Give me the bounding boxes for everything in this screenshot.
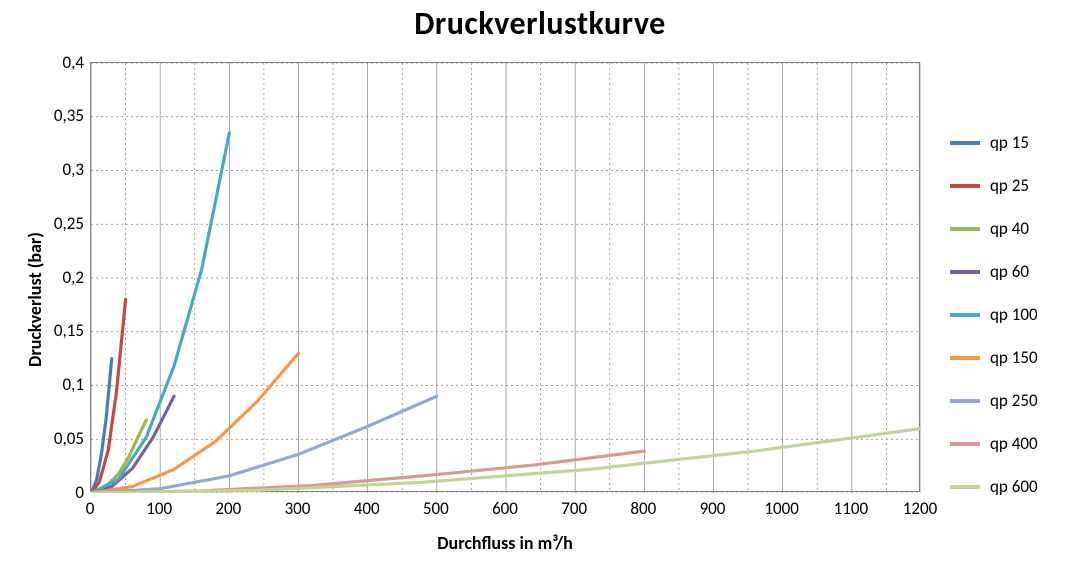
y-tick-label: 0,25 [34, 213, 84, 234]
x-tick-label: 300 [268, 498, 328, 519]
legend-swatch [950, 485, 980, 489]
y-tick-label: 0,35 [34, 105, 84, 126]
y-tick-label: 0,05 [34, 428, 84, 449]
legend-label: qp 60 [990, 261, 1029, 282]
legend-item: qp 150 [950, 347, 1038, 368]
legend-swatch [950, 313, 980, 317]
x-tick-label: 500 [406, 498, 466, 519]
legend-label: qp 250 [990, 390, 1038, 411]
x-tick-label: 900 [683, 498, 743, 519]
y-tick-label: 0,1 [34, 374, 84, 395]
legend-swatch [950, 442, 980, 446]
legend-swatch [950, 227, 980, 231]
x-axis-label: Durchfluss in m³/h [90, 532, 920, 554]
chart-container: Druckverlustkurve Druckverlust (bar) Dur… [0, 0, 1080, 581]
legend-item: qp 15 [950, 132, 1038, 153]
x-tick-label: 700 [544, 498, 604, 519]
legend-swatch [950, 141, 980, 145]
y-tick-label: 0,4 [34, 52, 84, 73]
legend-item: qp 40 [950, 218, 1038, 239]
x-tick-label: 400 [337, 498, 397, 519]
legend-item: qp 25 [950, 175, 1038, 196]
x-tick-label: 200 [198, 498, 258, 519]
x-tick-label: 600 [475, 498, 535, 519]
plot-svg [91, 63, 921, 493]
y-axis-label: Druckverlust (bar) [24, 232, 46, 367]
legend-label: qp 25 [990, 175, 1029, 196]
y-tick-label: 0,2 [34, 267, 84, 288]
legend-swatch [950, 270, 980, 274]
legend-label: qp 400 [990, 433, 1038, 454]
legend-item: qp 400 [950, 433, 1038, 454]
legend-item: qp 60 [950, 261, 1038, 282]
legend-item: qp 100 [950, 304, 1038, 325]
plot-area [90, 62, 920, 492]
legend-label: qp 600 [990, 476, 1038, 497]
legend-label: qp 15 [990, 132, 1029, 153]
chart-title: Druckverlustkurve [0, 4, 1080, 43]
legend-item: qp 600 [950, 476, 1038, 497]
legend-label: qp 150 [990, 347, 1038, 368]
x-tick-label: 0 [60, 498, 120, 519]
y-tick-label: 0,15 [34, 320, 84, 341]
x-tick-label: 1200 [890, 498, 950, 519]
legend-label: qp 100 [990, 304, 1038, 325]
x-tick-label: 800 [613, 498, 673, 519]
legend-swatch [950, 356, 980, 360]
legend-label: qp 40 [990, 218, 1029, 239]
legend-item: qp 250 [950, 390, 1038, 411]
legend: qp 15 qp 25 qp 40 qp 60 qp 100 qp 150 qp 250 qp… [950, 132, 1038, 519]
legend-swatch [950, 399, 980, 403]
x-tick-label: 1100 [821, 498, 881, 519]
y-tick-label: 0,3 [34, 159, 84, 180]
x-tick-label: 1000 [752, 498, 812, 519]
x-tick-label: 100 [129, 498, 189, 519]
legend-swatch [950, 184, 980, 188]
